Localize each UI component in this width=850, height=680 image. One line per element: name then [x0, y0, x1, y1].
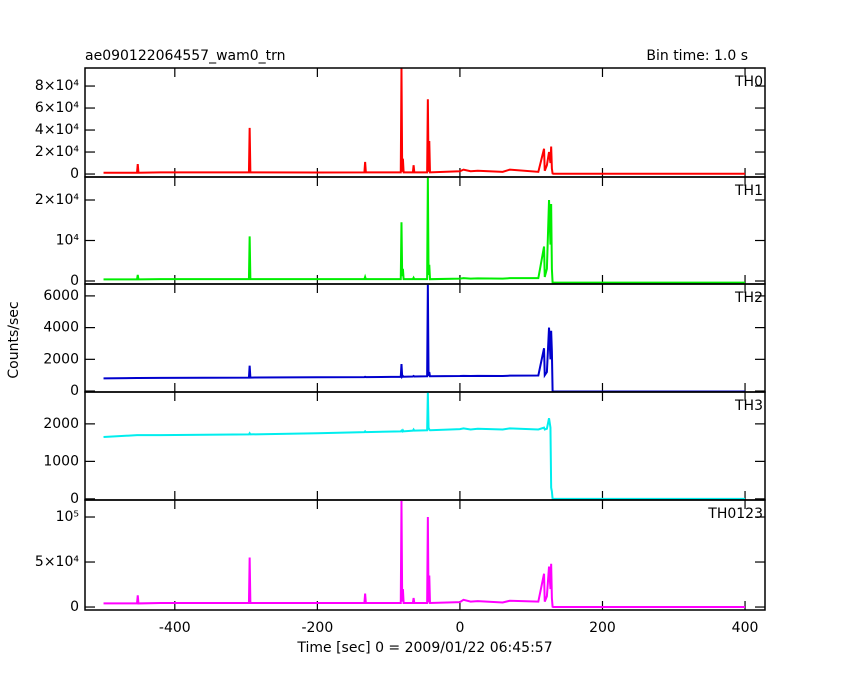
y-tick-label: 0: [70, 166, 79, 182]
data-line: [103, 284, 746, 392]
data-line: [103, 500, 746, 609]
y-tick-label: 4000: [43, 320, 79, 336]
x-tick-label: -200: [301, 620, 333, 636]
panel-label: TH0: [734, 74, 763, 90]
chart-title: ae090122064557_wam0_trn: [85, 48, 286, 64]
y-tick-label: 4×10⁴: [35, 122, 79, 138]
x-axis-label: Time [sec] 0 = 2009/01/22 06:45:57: [296, 640, 552, 656]
y-tick-label: 10⁴: [56, 233, 80, 249]
x-tick-label: -400: [159, 620, 191, 636]
y-tick-label: 1000: [43, 453, 79, 469]
panel-frame: [84, 391, 766, 501]
x-tick-label: 0: [455, 620, 464, 636]
y-tick-label: 6×10⁴: [35, 100, 79, 116]
y-tick-label: 2000: [43, 416, 79, 432]
panel-frame: [84, 176, 766, 285]
panel-label: TH3: [734, 398, 763, 414]
x-tick-label: 200: [589, 620, 616, 636]
chart-subtitle: Bin time: 1.0 s: [646, 48, 748, 64]
y-tick-label: 0: [70, 491, 79, 507]
y-tick-label: 0: [70, 599, 79, 615]
panel-label: TH1: [734, 183, 763, 199]
x-tick-label: 400: [732, 620, 759, 636]
data-line: [103, 392, 746, 500]
y-tick-label: 2×10⁴: [35, 192, 79, 208]
y-axis-label: Counts/sec: [6, 301, 22, 378]
y-tick-label: 0: [70, 273, 79, 289]
y-tick-label: 2×10⁴: [35, 144, 79, 160]
y-tick-label: 8×10⁴: [35, 78, 79, 94]
data-line: [103, 177, 746, 284]
panel-frame: [84, 499, 766, 611]
panel-label: TH0123: [707, 506, 763, 522]
panel-label: TH2: [734, 290, 763, 306]
data-line: [103, 68, 746, 175]
y-tick-label: 6000: [43, 288, 79, 304]
y-tick-label: 0: [70, 383, 79, 399]
y-tick-label: 10⁵: [56, 509, 79, 525]
panel-frame: [84, 67, 766, 178]
y-tick-label: 2000: [43, 351, 79, 367]
y-tick-label: 5×10⁴: [35, 554, 79, 570]
